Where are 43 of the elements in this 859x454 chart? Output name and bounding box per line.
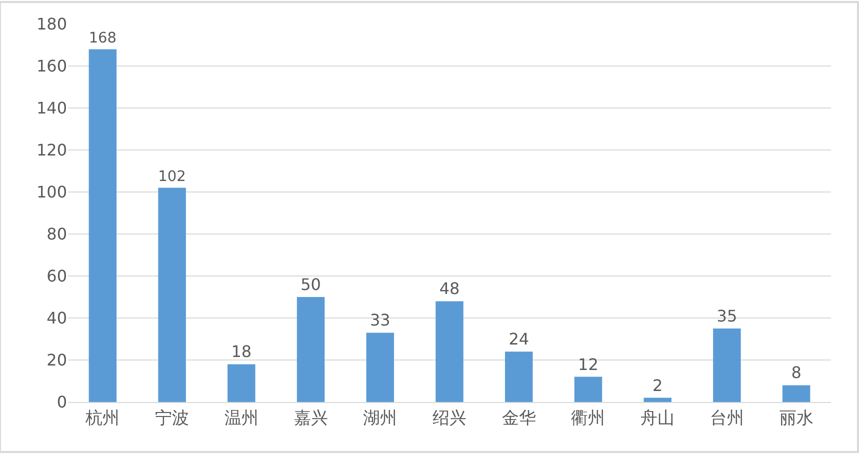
bar xyxy=(296,297,325,402)
y-tick-label: 120 xyxy=(36,140,67,160)
data-label: 18 xyxy=(231,342,252,362)
data-label: 50 xyxy=(300,275,321,294)
y-tick-label: 100 xyxy=(36,182,67,202)
x-tick-label: 丽水 xyxy=(779,408,814,428)
bar xyxy=(644,398,672,402)
x-tick-label: 湖州 xyxy=(363,408,398,428)
x-tick-label: 杭州 xyxy=(84,408,120,428)
x-tick-label: 舟山 xyxy=(640,408,675,428)
x-tick-label: 衢州 xyxy=(571,408,606,428)
bar xyxy=(366,332,394,402)
y-tick-label: 160 xyxy=(36,56,67,76)
data-label: 48 xyxy=(439,279,460,298)
x-tick-label: 台州 xyxy=(710,408,744,428)
bar xyxy=(228,364,256,402)
bar xyxy=(504,352,533,402)
y-tick-label: 40 xyxy=(46,308,67,328)
bar xyxy=(436,301,464,402)
x-tick-label: 温州 xyxy=(224,408,258,428)
data-label: 168 xyxy=(88,30,117,47)
x-tick-label: 嘉兴 xyxy=(294,408,328,428)
x-tick-label: 金华 xyxy=(502,408,536,428)
y-tick-label: 20 xyxy=(46,350,67,370)
x-tick-label: 绍兴 xyxy=(432,408,466,428)
y-tick-label: 140 xyxy=(36,98,67,118)
y-tick-label: 60 xyxy=(46,266,67,286)
bar xyxy=(713,328,741,402)
data-label: 24 xyxy=(508,330,530,349)
x-tick-label: 宁波 xyxy=(155,408,190,428)
data-label: 2 xyxy=(652,376,663,395)
data-label: 102 xyxy=(158,169,186,186)
bar xyxy=(782,385,810,402)
bar xyxy=(574,376,602,402)
data-label: 33 xyxy=(370,310,390,330)
y-tick-label: 180 xyxy=(36,14,67,34)
data-label: 35 xyxy=(716,306,738,326)
y-tick-label: 0 xyxy=(56,392,67,412)
bar xyxy=(88,49,117,402)
bar xyxy=(158,188,186,402)
data-label: 12 xyxy=(578,354,598,374)
data-label: 8 xyxy=(791,363,802,382)
y-tick-label: 80 xyxy=(46,224,67,244)
